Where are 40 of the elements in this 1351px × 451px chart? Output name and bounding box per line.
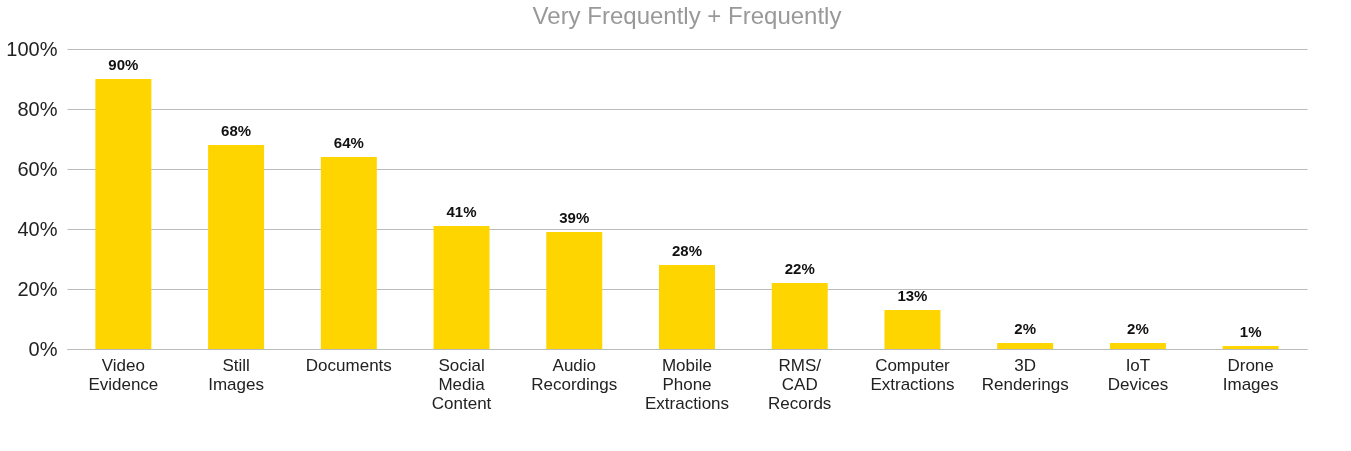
data-label: 2%: [1127, 320, 1149, 337]
x-tick-label: Documents: [305, 355, 392, 375]
data-label: 64%: [333, 134, 364, 151]
data-label: 68%: [221, 122, 252, 139]
data-label: 28%: [671, 242, 703, 259]
bar: [1109, 343, 1166, 349]
bar: [1222, 346, 1279, 349]
bar: [546, 232, 603, 349]
bar: [208, 145, 265, 349]
bar: [95, 79, 152, 349]
data-label: 90%: [108, 56, 139, 73]
x-tick-label: Video Evidence: [88, 355, 159, 394]
x-tick-label: Still Images: [208, 355, 264, 394]
bar: [997, 343, 1054, 349]
x-tick-label: 3D Renderings: [981, 355, 1069, 394]
y-tick-label: 60%: [17, 157, 58, 180]
chart-title: Very Frequently + Frequently: [532, 2, 842, 29]
x-tick-label: Social Media Content: [431, 355, 492, 413]
y-tick-label: 80%: [17, 97, 58, 120]
y-tick-label: 40%: [17, 217, 58, 240]
bar: [320, 157, 377, 349]
bar: [771, 283, 828, 349]
data-label: 22%: [784, 260, 815, 277]
y-tick-label: 0%: [28, 337, 58, 360]
x-tick-label: Audio Recordings: [531, 355, 618, 394]
data-label: 39%: [559, 209, 590, 226]
data-label: 41%: [446, 203, 477, 220]
data-label: 2%: [1014, 320, 1037, 337]
bar: [433, 226, 490, 349]
data-label: 13%: [897, 287, 928, 304]
y-tick-label: 100%: [6, 37, 58, 60]
bar: [659, 265, 715, 349]
x-tick-label: IoT Devices: [1107, 355, 1169, 394]
x-tick-label: RMS/ CAD Records: [768, 355, 832, 413]
y-tick-label: 20%: [17, 277, 58, 300]
x-tick-label: Computer Extractions: [870, 355, 955, 394]
x-tick-label: Mobile Phone Extractions: [644, 355, 730, 413]
bar: [884, 310, 941, 349]
x-tick-label: Drone Images: [1222, 355, 1279, 394]
data-label: 1%: [1239, 323, 1262, 340]
